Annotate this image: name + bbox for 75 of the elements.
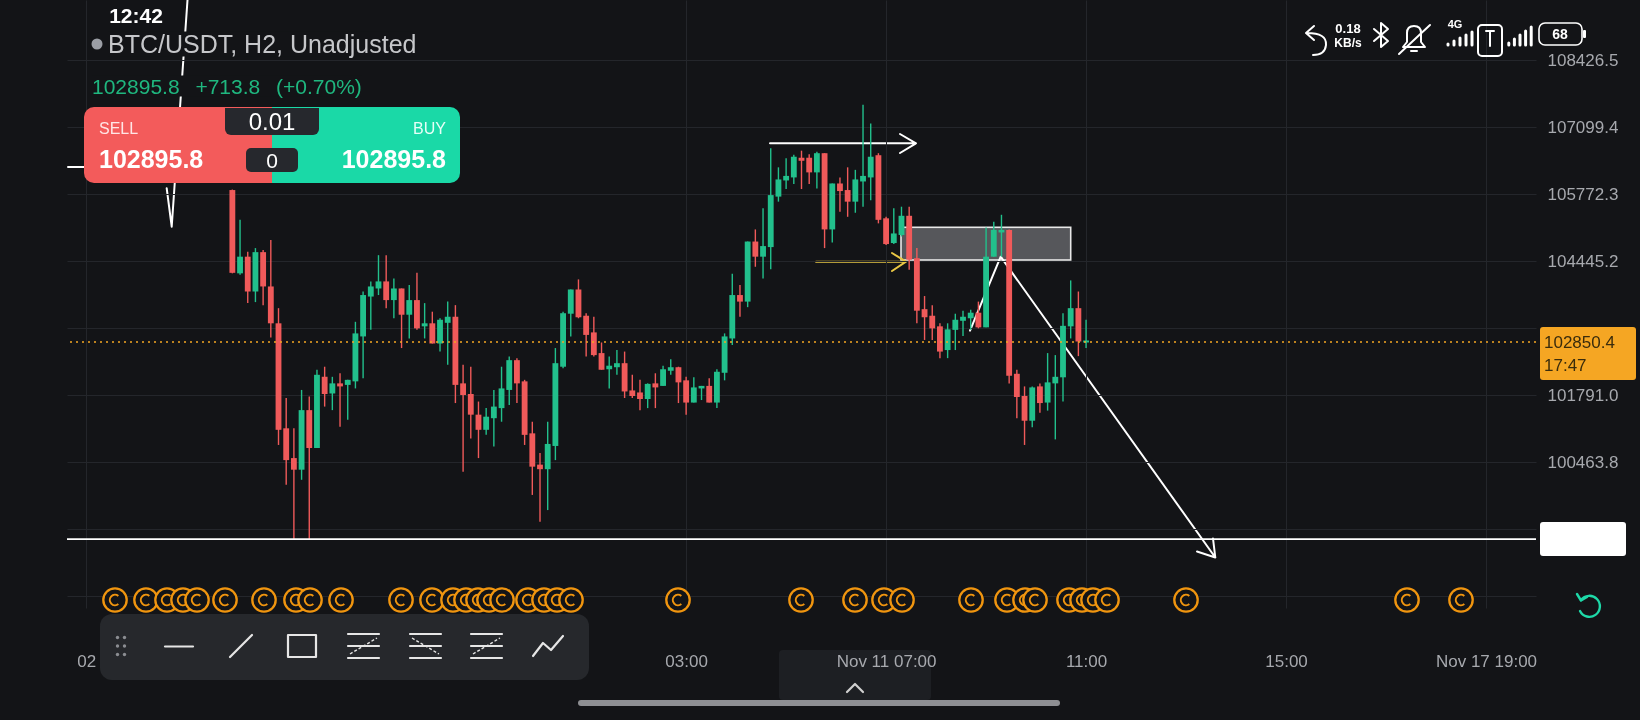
candlestick: [890, 207, 897, 245]
annotation: 102895.8: [99, 144, 204, 173]
y-tick-label: 104445.2: [1547, 251, 1619, 271]
candlestick: [390, 277, 397, 319]
candlestick: [683, 376, 690, 416]
candlestick: [406, 284, 413, 340]
y-tick-label: 108426.5: [1547, 51, 1619, 70]
x-tick-label: Nov 11 07:00: [836, 651, 937, 671]
candlestick: [383, 254, 390, 309]
candlestick: [837, 176, 843, 213]
annotation: 0.01: [248, 108, 296, 135]
candlestick: [444, 300, 451, 366]
candlestick: [967, 308, 974, 331]
text: BTC/USDT, H2, Unadjusted: [108, 29, 417, 58]
candlestick: [514, 357, 520, 404]
candlestick: [467, 366, 474, 440]
candlestick: [490, 389, 497, 448]
candlestick: [421, 302, 428, 340]
text: 68: [1552, 26, 1568, 42]
annotation: SELL: [99, 120, 139, 137]
candlestick: [329, 376, 336, 411]
candlestick: [637, 379, 643, 411]
annotation: 0.18: [1335, 20, 1361, 36]
text: 17:47: [1544, 355, 1587, 375]
candlestick: [806, 153, 813, 185]
annotation: 0: [266, 148, 278, 172]
candlestick: [437, 317, 443, 353]
candlestick: [929, 304, 936, 341]
x-tick-label: Nov 17 19:00: [1435, 651, 1538, 671]
candlestick: [813, 150, 820, 190]
candlestick: [429, 311, 436, 345]
candlestick: [960, 309, 966, 337]
text: 102895.8 +713.8 (+0.70%): [92, 74, 362, 98]
candlestick: [752, 228, 759, 268]
x-tick-label: 02: [77, 651, 97, 671]
candlestick: [690, 376, 697, 404]
y-tick-label: 101791.0: [1547, 385, 1619, 405]
candlestick: [706, 377, 713, 404]
x-tick-label: 03:00: [665, 651, 708, 671]
candlestick: [644, 382, 651, 409]
annotation: 102895.8: [341, 144, 446, 173]
candlestick: [760, 207, 766, 280]
annotation: KB/s: [1334, 36, 1362, 50]
candlestick: [860, 104, 866, 208]
candlestick: [775, 166, 782, 203]
candlestick: [1067, 279, 1074, 340]
y-tick-label: 100463.8: [1547, 452, 1619, 472]
candlestick: [852, 169, 859, 214]
x-tick-label: 15:00: [1265, 651, 1308, 671]
candlestick: [737, 284, 743, 318]
candlestick: [321, 366, 328, 408]
annotation: 4G: [1447, 17, 1463, 30]
annotation: 12:42: [109, 3, 163, 27]
candlestick: [660, 365, 666, 387]
candlestick: [367, 280, 374, 331]
y-tick-label: 105772.3: [1547, 184, 1619, 204]
x-tick-label: 11:00: [1065, 651, 1108, 671]
annotation: BUY: [413, 120, 446, 137]
candlestick: [790, 154, 797, 185]
candlestick: [590, 316, 597, 358]
candlestick: [290, 427, 297, 541]
candlestick: [460, 364, 467, 473]
candlestick: [483, 407, 490, 436]
ref-line-label: 102850.4: [1544, 332, 1615, 352]
candlestick: [867, 122, 874, 201]
candlestick: [844, 166, 851, 218]
candlestick: [975, 300, 982, 330]
candlestick: [613, 349, 620, 376]
candlestick: [337, 372, 343, 428]
candlestick: [652, 372, 659, 409]
y-tick-label: 107099.4: [1547, 117, 1619, 137]
candlestick: [237, 219, 243, 276]
candlestick: [1037, 382, 1043, 414]
candlestick: [1013, 369, 1020, 419]
candlestick: [583, 312, 590, 358]
